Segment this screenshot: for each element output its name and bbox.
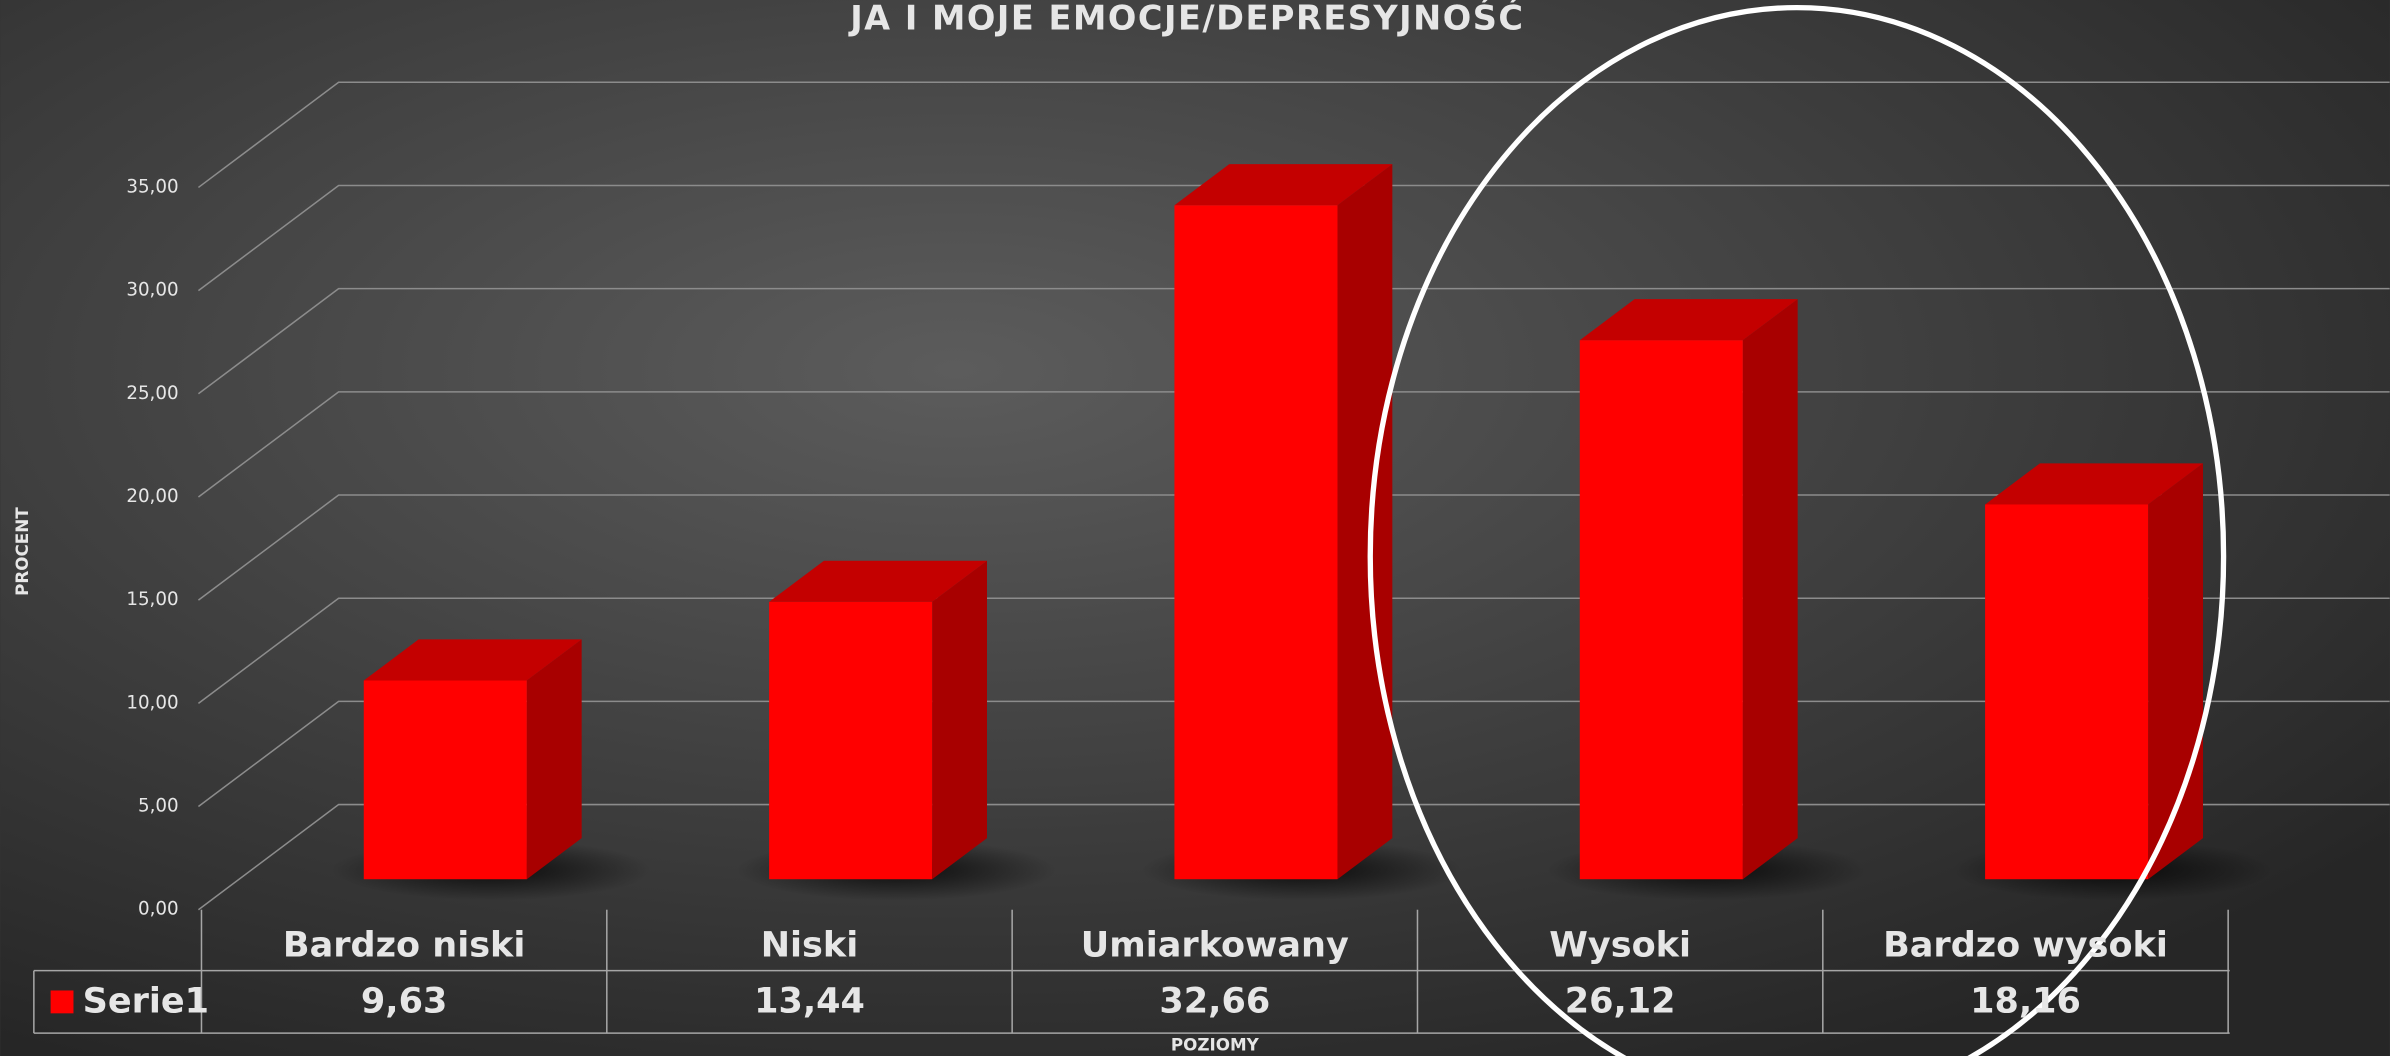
grid-line (197, 81, 2390, 189)
y-tick-label: 30,00 (126, 280, 178, 301)
y-tick-label: 15,00 (126, 589, 178, 610)
y-tick-label: 20,00 (126, 486, 178, 507)
bar (1985, 504, 2149, 880)
value-label: 32,66 (1159, 981, 1270, 1022)
bar-side (1742, 299, 1798, 880)
data-table (33, 909, 2230, 1034)
bar-top (1579, 299, 1798, 341)
bar (769, 601, 933, 880)
bar-side (2148, 463, 2203, 880)
bar (1579, 340, 1743, 880)
value-label: 18,16 (1970, 981, 2081, 1022)
bar (363, 680, 527, 880)
bar-top (1174, 164, 1393, 206)
value-label: 13,44 (754, 981, 865, 1022)
legend-swatch (50, 990, 74, 1014)
x-tick-label: Bardzo niski (283, 924, 525, 965)
y-tick-label: 25,00 (126, 383, 178, 404)
grid-line (197, 287, 2390, 395)
grid-line (197, 184, 2390, 292)
x-tick-label: Wysoki (1549, 924, 1691, 965)
x-tick-label: Niski (761, 924, 858, 965)
y-axis-label: PROCENT (12, 507, 32, 596)
value-label: 9,63 (361, 981, 447, 1022)
highlight-ellipse (1367, 5, 2227, 1056)
chart-title: JA I MOJE EMOCJE/DEPRESYJNOŚĆ (848, 0, 1524, 37)
y-tick-label: 10,00 (126, 692, 178, 713)
bar-top (769, 560, 987, 602)
bar-side (526, 639, 582, 880)
legend-label: Serie1 (83, 981, 209, 1022)
bar-top (363, 639, 582, 681)
x-axis-label: POZIOMY (1171, 1034, 1260, 1054)
bar (1174, 205, 1338, 880)
value-label: 26,12 (1565, 981, 1676, 1022)
x-tick-label: Bardzo wysoki (1883, 924, 2168, 965)
bar-top (1985, 463, 2203, 505)
bar-side (1337, 164, 1393, 880)
bar-side (932, 560, 987, 880)
y-tick-label: 0,00 (138, 899, 179, 920)
y-tick-label: 35,00 (126, 176, 178, 197)
y-tick-label: 5,00 (138, 796, 179, 817)
x-tick-label: Umiarkowany (1081, 924, 1349, 965)
